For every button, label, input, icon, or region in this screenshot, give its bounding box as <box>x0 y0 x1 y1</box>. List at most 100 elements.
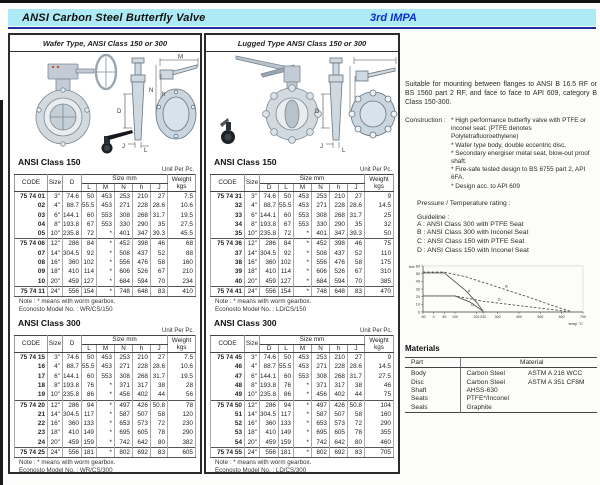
table-cell: 253 <box>114 352 133 363</box>
table-cell: 38 <box>347 380 365 391</box>
col-header-d: D <box>259 182 279 192</box>
table-cell: 802 <box>311 447 330 459</box>
table-cell: 695 <box>311 428 330 438</box>
table-cell: 75 74 06 <box>14 238 48 249</box>
table-cell: 271 <box>311 362 330 372</box>
table-cell: 695 <box>114 428 133 438</box>
table-cell: 17 <box>14 371 48 381</box>
table-cell: 67 <box>149 267 169 277</box>
table-cell: 6" <box>244 210 260 220</box>
table-cell: 210 <box>132 352 151 363</box>
table-cell: 360 <box>259 258 279 268</box>
table-cell: 114 <box>81 267 97 277</box>
table-cell: 553 <box>96 219 115 230</box>
table-cell: 497 <box>311 399 330 410</box>
table-cell: 594 <box>329 276 348 287</box>
table-cell: 75 <box>364 238 394 249</box>
table-cell: 154 <box>278 285 294 298</box>
table-cell: 20" <box>244 437 260 448</box>
table-cell: 27 <box>149 191 169 202</box>
table-cell: 398 <box>329 238 348 249</box>
table-cell: 74.6 <box>62 191 82 202</box>
kgs-label: kgs <box>176 344 187 352</box>
table-cell: 02 <box>14 201 48 211</box>
wafer-valve-drawing: D J L M N h <box>35 53 199 154</box>
table-cell: 78 <box>347 428 365 438</box>
col-header-weight: Weight kgs <box>167 174 196 192</box>
table-cell: 74.6 <box>259 191 279 202</box>
wafer-panel-title: Wafer Type, ANSI Class 150 or 300 <box>10 35 200 52</box>
table-cell: 271 <box>311 201 330 211</box>
table-cell: 46 <box>364 380 394 391</box>
table-cell: 104 <box>364 399 394 410</box>
table-cell: 33 <box>210 210 245 220</box>
table-cell: 648 <box>329 285 348 298</box>
small-valve-illustration <box>220 118 235 144</box>
table-cell: 21 <box>14 409 48 420</box>
table-cell <box>522 387 597 395</box>
table-cell: 28.6 <box>149 362 169 372</box>
dim-label-j: J <box>122 144 125 150</box>
table-cell: 228 <box>132 201 151 211</box>
svg-text:232: 232 <box>480 315 486 319</box>
table-cell: * <box>293 248 312 259</box>
table-cell: 653 <box>311 419 330 429</box>
table-cell: 54 <box>210 437 245 448</box>
table-cell: 04 <box>14 219 48 230</box>
col-header-m: M <box>293 343 312 354</box>
table-cell: 45.5 <box>167 229 196 239</box>
table-cell: 508 <box>311 248 330 259</box>
table-cell: 50 <box>81 191 97 202</box>
table-cell: * <box>96 428 115 438</box>
table-cell: 19.5 <box>167 210 196 220</box>
lugged-class300-table: CODE Size Size mm Weight kgs D L M N h J … <box>210 335 394 459</box>
table-cell: 235.8 <box>259 390 279 401</box>
table-cell: 27.5 <box>364 371 394 381</box>
table-row: 75 74 50 12" 286 94 * 497 426 50.8 104 <box>210 399 394 410</box>
table-row: 49 10" 235.8 86 * 456 402 44 75 <box>210 390 394 401</box>
table-cell: 32 <box>210 201 245 211</box>
table-cell: 160 <box>167 258 196 268</box>
col-header-n: N <box>114 343 133 354</box>
table-cell: 31.7 <box>149 371 169 381</box>
table-cell: 20" <box>47 276 63 287</box>
table-row: 05 10" 235.8 72 * 401 347 39.3 45.5 <box>14 229 196 239</box>
table-cell: 497 <box>114 399 133 410</box>
table-cell: 88.7 <box>259 362 279 372</box>
table-cell: 16 <box>14 362 48 372</box>
table-cell: 556 <box>114 258 133 268</box>
materials-body: Body Carbon Steel ASTM A 216 WCC Disc Carbon… <box>405 367 597 413</box>
table-cell: 94 <box>278 399 294 410</box>
svg-text:-50: -50 <box>420 315 425 319</box>
table-cell: 253 <box>311 352 330 363</box>
table-cell: * <box>293 409 312 420</box>
section-heading: ANSI Class 150 <box>18 157 81 167</box>
weight-label: Weight <box>369 336 389 344</box>
col-header-m: M <box>293 182 312 192</box>
table-cell: 34 <box>210 219 245 230</box>
col-header-sizemm: Size mm <box>259 174 365 184</box>
table-cell: 401 <box>114 229 133 239</box>
table-cell: 12" <box>47 238 63 249</box>
table-cell: * <box>96 447 115 459</box>
table-cell: * <box>96 390 115 401</box>
svg-text:0: 0 <box>418 311 420 315</box>
scan-artifact-top <box>0 0 600 3</box>
table-cell: 14" <box>244 409 260 420</box>
table-cell: 60 <box>81 371 97 381</box>
table-cell: 14.5 <box>364 201 394 211</box>
table-cell: 40 <box>210 276 245 287</box>
table-cell: 80 <box>149 437 169 448</box>
svg-text:30: 30 <box>416 288 420 292</box>
table-cell: 05 <box>14 229 48 239</box>
table-cell: 18" <box>47 267 63 277</box>
table-cell: 159 <box>278 437 294 448</box>
col-header-j: J <box>149 343 169 354</box>
col-header-h: h <box>329 343 348 354</box>
svg-text:A: A <box>468 288 471 293</box>
table-cell: 75 74 11 <box>14 285 48 298</box>
table-note: Note : * means with worm gearbox. <box>19 459 116 467</box>
col-header-weight: Weight kgs <box>364 174 394 192</box>
table-cell: 507 <box>329 409 348 420</box>
table-row: 75 74 36 12" 286 84 * 452 398 46 75 <box>210 238 394 249</box>
